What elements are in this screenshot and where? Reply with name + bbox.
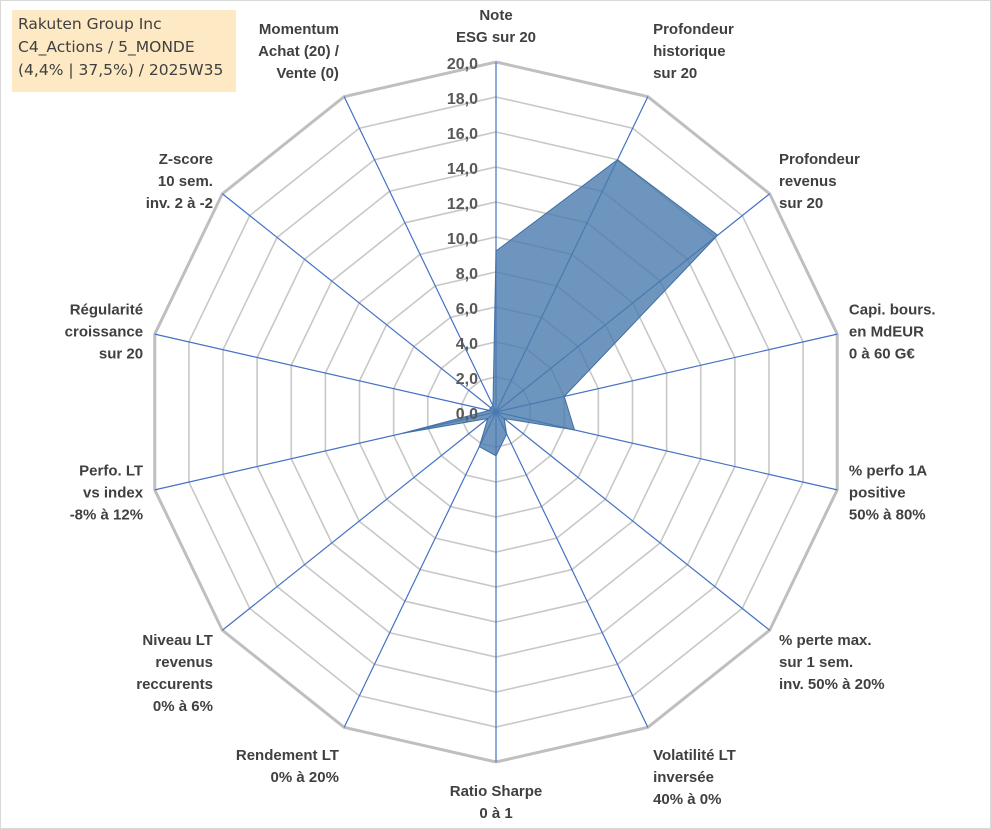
axis-label: Rendement LT 0% à 20% [236,747,339,786]
series-area [402,159,719,457]
axis-label-line: Note [479,7,512,24]
axis-label-line: en MdEUR [849,323,924,340]
radial-tick-label: 6,0 [456,301,478,318]
axis-label-line: Niveau LT [142,632,213,649]
radial-tick-label: 0,0 [456,406,478,423]
axis-label-line: Vente (0) [276,65,339,82]
axis-label: Momentum Achat (20) / Vente (0) [258,21,340,82]
axis-label-line: Perfo. LT [79,463,143,480]
axis-label-line: croissance [65,323,143,340]
axis-spoke [343,411,497,728]
axis-label-line: 0% à 6% [153,698,213,715]
axis-label: % perfo 1A positive 50% à 80% [849,463,928,524]
axis-label-line: 0 à 60 G€ [849,345,916,362]
axis-label-line: Z-score [159,151,213,168]
axis-label-line: -8% à 12% [70,507,143,524]
axis-label-line: vs index [83,485,144,502]
axis-label: Profondeur historique sur 20 [653,21,734,82]
axis-label: Régularité croissance sur 20 [65,301,143,362]
chart-title-line-2: C4_Actions / 5_MONDE [18,38,195,56]
axis-spoke [221,193,497,413]
radial-tick-label: 12,0 [447,196,478,213]
axis-spoke [221,411,497,631]
axis-spoke [154,333,497,413]
radial-tick-label: 16,0 [447,126,478,143]
axis-spoke [495,411,649,728]
axis-label-line: 50% à 80% [849,507,926,524]
radial-tick-label: 10,0 [447,231,478,248]
axis-label-line: positive [849,485,906,502]
axis-label-line: sur 20 [99,345,143,362]
axis-label: Ratio Sharpe 0 à 1 [450,783,543,822]
radial-tick-label: 14,0 [447,161,478,178]
axis-label-line: 0 à 1 [479,805,512,822]
axis-label-line: 10 sem. [158,173,213,190]
axis-spoke [343,96,497,413]
axis-label-line: sur 20 [653,65,697,82]
radial-tick-label: 2,0 [456,371,478,388]
radial-tick-label: 4,0 [456,336,478,353]
axis-label-line: 40% à 0% [653,791,721,808]
tick-label-layer: 0,0 2,0 4,0 6,0 8,0 10,0 12,0 14,0 16,0 18,0 20,0 [447,56,478,423]
axis-label: % perte max. sur 1 sem. inv. 50% à 20% [779,632,885,693]
axis-label-line: inversée [653,769,714,786]
axis-label-line: revenus [779,173,837,190]
axis-label-line: Rendement LT [236,747,339,764]
axis-label-line: Achat (20) / [258,43,340,60]
series-layer [402,159,719,457]
axis-label-line: Profondeur [779,151,860,168]
chart-title-line-3: (4,4% | 37,5%) / 2025W35 [18,61,224,79]
axis-label-line: Capi. bours. [849,301,936,318]
axis-label: Note ESG sur 20 [456,7,536,46]
axis-label-line: 0% à 20% [271,769,339,786]
radial-tick-label: 20,0 [447,56,478,73]
axis-label: Volatilité LT inversée 40% à 0% [653,747,736,808]
axis-label-line: inv. 50% à 20% [779,676,885,693]
axis-label-line: Profondeur [653,21,734,38]
chart-title-line-1: Rakuten Group Inc [18,15,162,33]
axis-label-line: Volatilité LT [653,747,736,764]
axis-label-line: Ratio Sharpe [450,783,543,800]
axis-label-layer: Note ESG sur 20 Profondeur historique sur 20… [65,7,936,822]
axis-label: Capi. bours. en MdEUR 0 à 60 G€ [849,301,936,362]
axis-label-line: ESG sur 20 [456,29,536,46]
axis-label: Perfo. LT vs index -8% à 12% [70,463,144,524]
axis-label-line: revenus [155,654,213,671]
radial-tick-label: 18,0 [447,91,478,108]
axis-spoke [495,411,771,631]
axis-label-line: reccurents [136,676,213,693]
chart-title-box: Rakuten Group Inc C4_Actions / 5_MONDE (… [12,10,236,92]
axis-label: Z-score 10 sem. inv. 2 à -2 [146,151,213,212]
axis-label-line: % perte max. [779,632,872,649]
axis-label-line: inv. 2 à -2 [146,195,213,212]
axis-label-line: sur 20 [779,195,823,212]
axis-label-line: Régularité [70,301,143,318]
axis-label-line: sur 1 sem. [779,654,853,671]
radial-tick-label: 8,0 [456,266,478,283]
axis-label-line: % perfo 1A [849,463,928,480]
axis-label: Profondeur revenus sur 20 [779,151,860,212]
axis-label-line: Momentum [259,21,339,38]
axis-label: Niveau LT revenus reccurents 0% à 6% [136,632,213,715]
axis-label-line: historique [653,43,726,60]
